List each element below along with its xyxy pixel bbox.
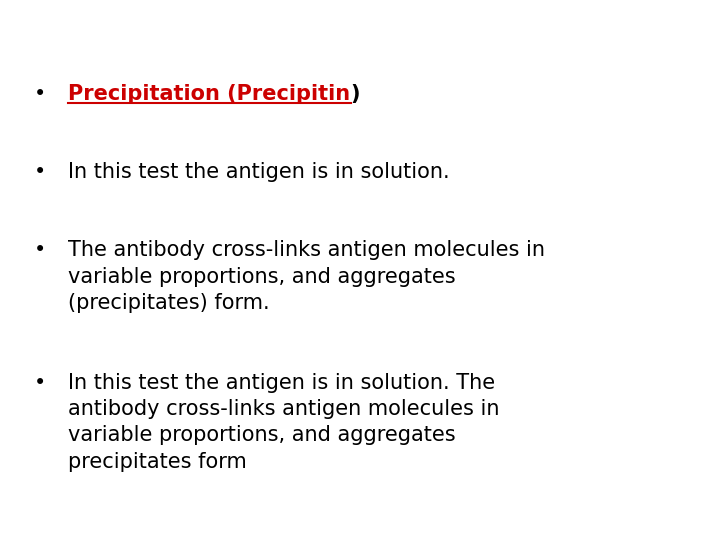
Text: •: • — [33, 240, 46, 260]
Text: •: • — [33, 84, 46, 104]
Text: •: • — [33, 162, 46, 182]
Text: The antibody cross-links antigen molecules in
variable proportions, and aggregat: The antibody cross-links antigen molecul… — [68, 240, 546, 313]
Text: •: • — [33, 373, 46, 393]
Text: In this test the antigen is in solution. The
antibody cross-links antigen molecu: In this test the antigen is in solution.… — [68, 373, 500, 472]
Text: ): ) — [351, 84, 360, 104]
Text: In this test the antigen is in solution.: In this test the antigen is in solution. — [68, 162, 450, 182]
Text: Precipitation (Precipitin: Precipitation (Precipitin — [68, 84, 351, 104]
